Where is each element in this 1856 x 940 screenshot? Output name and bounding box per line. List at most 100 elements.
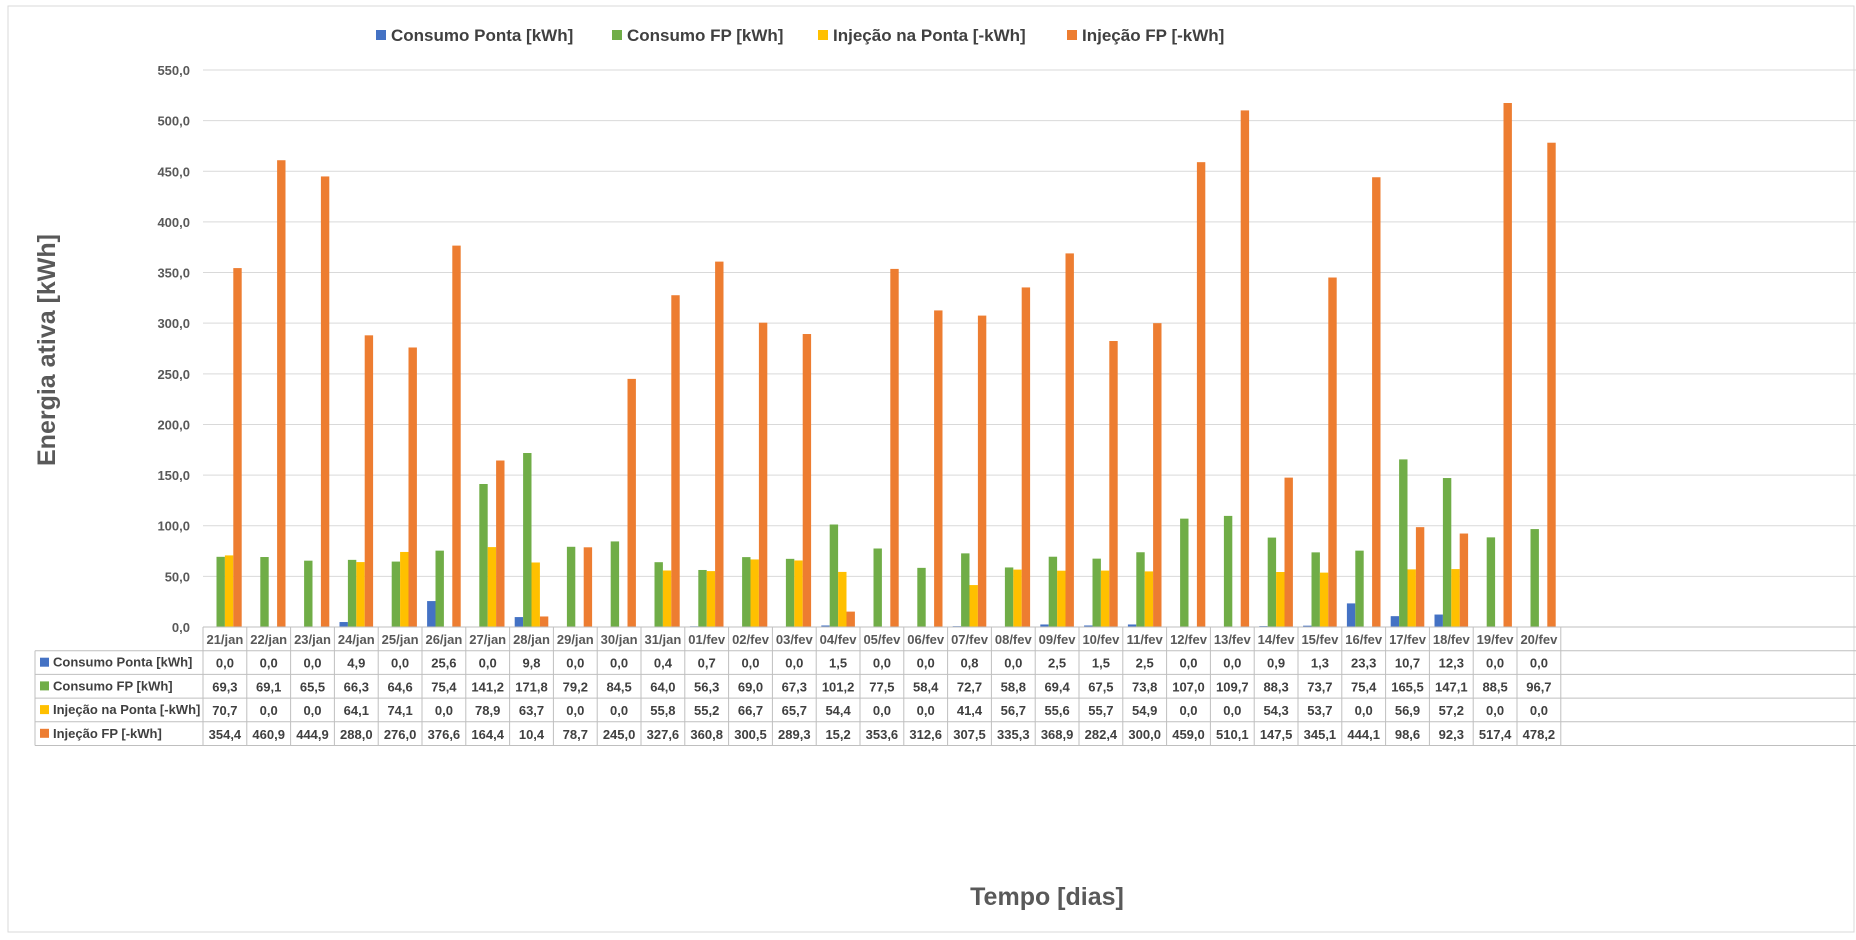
data-label: 107,0 (1172, 679, 1205, 694)
bar (1049, 557, 1057, 627)
bar (532, 562, 540, 627)
x-tick-label: 13/fev (1214, 632, 1252, 647)
legend-entry: Consumo Ponta [kWh] (391, 26, 573, 45)
data-label: 376,6 (428, 727, 461, 742)
data-label: 55,6 (1044, 703, 1069, 718)
y-tick-label: 0,0 (172, 620, 190, 635)
bar (1066, 253, 1074, 627)
bar (961, 553, 969, 627)
x-tick-label: 20/fev (1520, 632, 1558, 647)
data-label: 147,1 (1435, 679, 1468, 694)
data-label: 0,0 (1179, 703, 1197, 718)
table-legend-key (40, 705, 49, 714)
data-label: 55,7 (1088, 703, 1113, 718)
bar (1504, 103, 1512, 627)
bar (1224, 516, 1232, 627)
bar (356, 562, 364, 627)
data-label: 300,0 (1128, 727, 1161, 742)
data-label: 0,0 (1223, 703, 1241, 718)
y-tick-label: 250,0 (157, 367, 190, 382)
legend-entry: Injeção na Ponta [-kWh] (833, 26, 1026, 45)
data-label: 444,1 (1347, 727, 1380, 742)
data-label: 10,4 (519, 727, 545, 742)
x-tick-label: 08/fev (995, 632, 1033, 647)
data-label: 12,3 (1439, 656, 1464, 671)
x-tick-label: 12/fev (1170, 632, 1208, 647)
bar (1320, 573, 1328, 627)
data-label: 282,4 (1085, 727, 1118, 742)
legend-swatch (612, 30, 622, 40)
data-label: 1,5 (1092, 656, 1110, 671)
data-label: 70,7 (212, 703, 237, 718)
data-label: 75,4 (1351, 679, 1377, 694)
x-tick-label: 19/fev (1477, 632, 1515, 647)
x-tick-label: 28/jan (513, 632, 550, 647)
data-label: 353,6 (866, 727, 899, 742)
bar (1197, 162, 1205, 627)
x-tick-label: 22/jan (250, 632, 287, 647)
data-label: 444,9 (296, 727, 329, 742)
bar (1328, 278, 1336, 627)
data-label: 74,1 (387, 703, 412, 718)
bar (1285, 478, 1293, 627)
data-label: 69,1 (256, 679, 281, 694)
data-label: 69,3 (212, 679, 237, 694)
bar (671, 295, 679, 627)
x-tick-label: 16/fev (1345, 632, 1383, 647)
data-label: 64,1 (344, 703, 369, 718)
bar (277, 160, 285, 627)
y-tick-label: 300,0 (157, 316, 190, 331)
bar (759, 323, 767, 627)
data-label: 54,4 (825, 703, 851, 718)
x-tick-label: 03/fev (776, 632, 814, 647)
x-tick-label: 11/fev (1127, 632, 1164, 647)
bar (1347, 603, 1355, 627)
bar (567, 547, 575, 627)
x-tick-label: 31/jan (644, 632, 681, 647)
y-tick-label: 450,0 (157, 164, 190, 179)
data-label: 96,7 (1526, 679, 1551, 694)
data-label: 141,2 (471, 679, 504, 694)
data-label: 1,3 (1311, 656, 1329, 671)
data-label: 73,8 (1132, 679, 1157, 694)
data-label: 0,0 (435, 703, 453, 718)
x-tick-label: 18/fev (1433, 632, 1471, 647)
data-label: 77,5 (869, 679, 894, 694)
x-tick-label: 30/jan (601, 632, 638, 647)
data-label: 354,4 (209, 727, 242, 742)
bar (874, 549, 882, 627)
data-label: 72,7 (957, 679, 982, 694)
bar (365, 335, 373, 627)
data-label: 101,2 (822, 679, 855, 694)
bar (830, 525, 838, 627)
bar (1136, 552, 1144, 627)
legend-swatch (818, 30, 828, 40)
x-tick-label: 21/jan (206, 632, 243, 647)
bar (1355, 551, 1363, 627)
data-label: 327,6 (647, 727, 680, 742)
bar (392, 562, 400, 627)
x-tick-label: 24/jan (338, 632, 375, 647)
data-label: 69,4 (1044, 679, 1070, 694)
data-label: 0,0 (260, 656, 278, 671)
y-axis-label: Energia ativa [kWh] (33, 234, 61, 466)
y-tick-label: 100,0 (157, 519, 190, 534)
bar (1372, 177, 1380, 627)
bar (917, 568, 925, 627)
data-label: 25,6 (431, 656, 456, 671)
bar (742, 557, 750, 627)
data-label: 0,0 (1355, 703, 1373, 718)
bar (786, 559, 794, 627)
data-label: 10,7 (1395, 656, 1420, 671)
data-label: 0,0 (1530, 703, 1548, 718)
bar (409, 347, 417, 627)
data-label: 66,7 (738, 703, 763, 718)
bar (479, 484, 487, 627)
data-label: 345,1 (1304, 727, 1337, 742)
bar (496, 461, 504, 627)
bar (970, 585, 978, 627)
bar (1022, 287, 1030, 627)
data-label: 65,7 (782, 703, 807, 718)
data-label: 0,4 (654, 656, 673, 671)
